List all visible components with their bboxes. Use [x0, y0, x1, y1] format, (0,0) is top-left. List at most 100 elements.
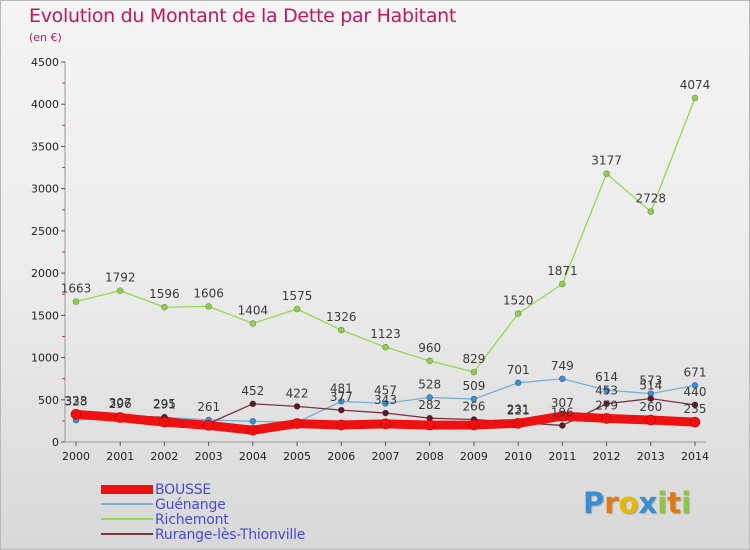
- x-tick-label: 2003: [195, 450, 223, 463]
- data-label: 1596: [149, 287, 180, 301]
- data-point: [512, 418, 524, 429]
- chart-legend: BOUSSE Guénange Richemont Rurange-lès-Th…: [101, 482, 341, 543]
- chart-subtitle: (en €): [29, 31, 62, 44]
- data-label: 221: [507, 403, 530, 417]
- data-label: 1520: [503, 294, 534, 308]
- x-tick-label: 2002: [150, 450, 178, 463]
- data-label: 453: [595, 384, 618, 398]
- data-point: [645, 414, 657, 426]
- data-point: [72, 298, 80, 305]
- chart-title: Evolution du Montant de la Dette par Hab…: [29, 5, 457, 27]
- data-label: 1123: [370, 327, 401, 341]
- legend-label: BOUSSE: [155, 482, 212, 498]
- data-point: [335, 419, 347, 431]
- x-tick-label: 2000: [62, 450, 90, 463]
- data-label: 343: [374, 393, 397, 407]
- data-label: 457: [374, 383, 397, 397]
- legend-label: Richemont: [155, 512, 229, 528]
- data-label: 1404: [238, 303, 269, 317]
- data-label: 509: [462, 379, 485, 393]
- data-label: 235: [684, 402, 707, 416]
- proxiti-logo: Proxiti: [583, 486, 691, 520]
- data-point: [380, 418, 391, 430]
- data-point: [203, 420, 214, 431]
- y-tick-label: 2500: [31, 225, 59, 238]
- legend-swatch: [101, 518, 153, 520]
- data-label: 528: [418, 377, 441, 391]
- data-point: [293, 305, 301, 313]
- data-label: 2728: [636, 192, 667, 206]
- data-point: [689, 416, 701, 428]
- y-tick-label: 4500: [31, 56, 59, 69]
- data-label: 1326: [326, 310, 357, 324]
- data-label: 196: [551, 405, 574, 419]
- data-point: [70, 409, 82, 420]
- data-label: 260: [639, 400, 662, 414]
- legend-swatch: [101, 503, 153, 505]
- y-tick-label: 500: [38, 394, 59, 407]
- legend-item: Guénange: [101, 497, 341, 513]
- x-tick-label: 2008: [416, 450, 444, 463]
- data-point: [559, 375, 566, 383]
- data-label: 295: [153, 397, 176, 411]
- data-label: 1792: [105, 271, 136, 285]
- data-label: 282: [418, 398, 441, 412]
- legend-item: Richemont: [101, 512, 341, 528]
- data-label: 749: [551, 359, 574, 373]
- data-label: 266: [462, 400, 485, 414]
- y-tick-label: 4000: [31, 98, 59, 111]
- data-label: 452: [241, 384, 264, 398]
- y-tick-label: 1000: [31, 352, 59, 365]
- data-label: 481: [330, 381, 353, 395]
- data-label: 307: [551, 396, 574, 410]
- data-point: [514, 379, 522, 387]
- x-tick-label: 2006: [327, 450, 355, 463]
- y-tick-label: 3000: [31, 183, 59, 196]
- legend-item: BOUSSE: [101, 482, 341, 498]
- data-label: 422: [286, 386, 309, 400]
- data-label: 377: [330, 390, 353, 404]
- data-point: [249, 418, 257, 425]
- data-point: [647, 395, 655, 402]
- data-point: [249, 320, 257, 327]
- legend-label: Rurange-lès-Thionville: [155, 527, 306, 543]
- data-point: [291, 418, 303, 429]
- data-label: 3177: [591, 154, 622, 168]
- data-point: [559, 422, 566, 429]
- data-label: 440: [684, 385, 707, 399]
- data-point: [603, 400, 610, 408]
- data-label: 307: [109, 396, 132, 410]
- x-tick-label: 2013: [637, 450, 665, 463]
- data-point: [426, 394, 434, 401]
- data-label: 291: [153, 397, 176, 411]
- data-point: [337, 406, 345, 414]
- x-tick-label: 2011: [548, 450, 576, 463]
- data-point: [247, 424, 259, 436]
- data-point: [424, 419, 436, 431]
- data-label: 328: [65, 394, 88, 408]
- data-point: [603, 170, 610, 178]
- data-point: [382, 409, 389, 417]
- data-point: [205, 303, 212, 310]
- x-tick-label: 2004: [239, 450, 267, 463]
- logo-letter: i: [657, 486, 668, 520]
- legend-swatch: [101, 485, 153, 494]
- data-label: 573: [639, 374, 662, 388]
- data-label: 829: [462, 352, 485, 366]
- data-point: [382, 343, 389, 351]
- data-label: 1575: [282, 289, 313, 303]
- data-point: [161, 303, 168, 311]
- data-point: [293, 403, 301, 410]
- data-point: [559, 280, 566, 288]
- data-point: [116, 287, 124, 294]
- y-tick-label: 3500: [31, 140, 59, 153]
- legend-swatch: [101, 533, 153, 535]
- data-label: 614: [595, 370, 618, 384]
- data-point: [426, 357, 434, 365]
- data-label: 701: [507, 363, 530, 377]
- logo-letter: P: [583, 486, 605, 520]
- data-point: [468, 419, 480, 431]
- data-point: [691, 94, 699, 102]
- x-tick-label: 2010: [504, 450, 532, 463]
